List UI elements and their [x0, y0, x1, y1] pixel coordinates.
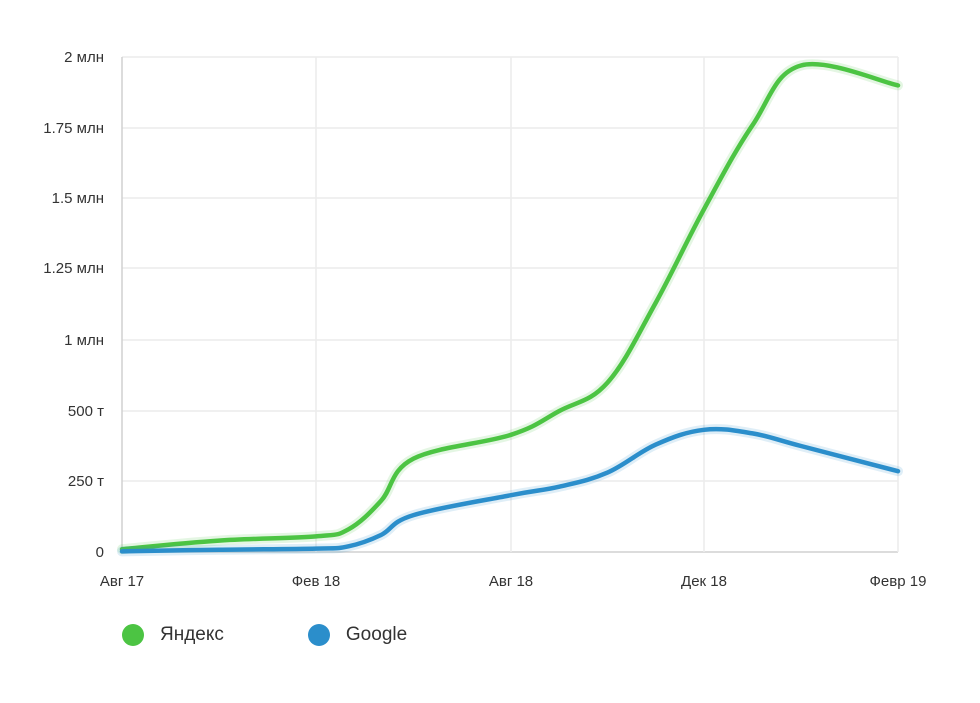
series-line-yandex: [119, 62, 901, 552]
legend-dot-icon: [122, 624, 144, 646]
y-tick-label: 500 т: [68, 403, 104, 420]
x-tick-label: Авг 17: [100, 573, 144, 590]
x-axis: Авг 17 Фев 18 Авг 18 Дек 18 Февр 19: [100, 573, 927, 590]
grid: [121, 56, 899, 553]
series-line-shadow: [117, 424, 903, 557]
x-tick-label: Авг 18: [489, 573, 533, 590]
legend-label: Яндекс: [160, 624, 224, 645]
y-tick-label: 250 т: [68, 473, 104, 490]
y-tick-label: 0: [96, 544, 104, 561]
series-lines: [117, 59, 903, 557]
y-tick-label: 2 млн: [64, 49, 104, 66]
series-line-google: [119, 426, 901, 554]
legend-item-yandex[interactable]: Яндекс: [122, 624, 224, 646]
legend: Яндекс Google: [122, 624, 491, 646]
x-tick-label: Фев 18: [292, 573, 341, 590]
y-tick-label: 1 млн: [64, 332, 104, 349]
y-tick-label: 1.5 млн: [52, 190, 104, 207]
y-axis: 0 250 т 500 т 1 млн 1.25 млн 1.5 млн 1.75 млн 2…: [43, 49, 104, 561]
legend-dot-icon: [307, 624, 330, 646]
legend-item-google[interactable]: Google: [307, 624, 408, 646]
series-line-shadow: [117, 59, 903, 555]
legend-label: Google: [345, 624, 408, 645]
x-tick-label: Февр 19: [870, 573, 927, 590]
x-tick-label: Дек 18: [681, 573, 727, 590]
y-tick-label: 1.75 млн: [43, 120, 104, 137]
y-tick-label: 1.25 млн: [43, 260, 104, 277]
